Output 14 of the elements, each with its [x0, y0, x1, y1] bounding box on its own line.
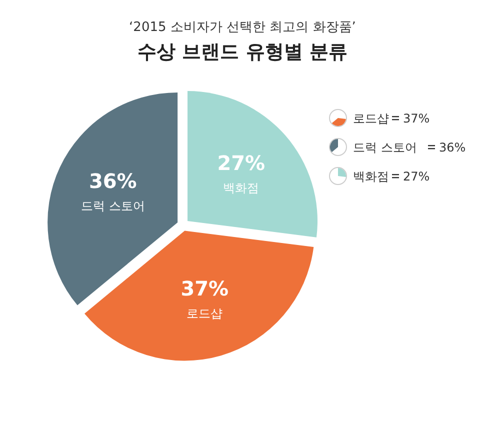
slice-label: 드럭 스토어: [80, 199, 145, 213]
chart-subtitle: 수상 브랜드 유형별 분류: [138, 41, 348, 63]
legend-label: 로드샵: [353, 112, 389, 126]
text: 27%: [403, 170, 430, 184]
data-label: 37%: [180, 276, 229, 300]
text: 36%: [439, 140, 466, 154]
data-label: 27%: [217, 150, 266, 175]
chart-title: ‘2015 소비자가 선택한 최고의 화장품’: [129, 20, 356, 35]
slice-label: 로드샵: [186, 306, 223, 320]
data-label: 36%: [88, 169, 137, 193]
slice-label: 백화점: [223, 180, 260, 195]
legend-label: 드럭 스토어: [353, 140, 417, 154]
text: 37%: [403, 112, 430, 126]
legend-label: 백화점: [353, 170, 389, 184]
